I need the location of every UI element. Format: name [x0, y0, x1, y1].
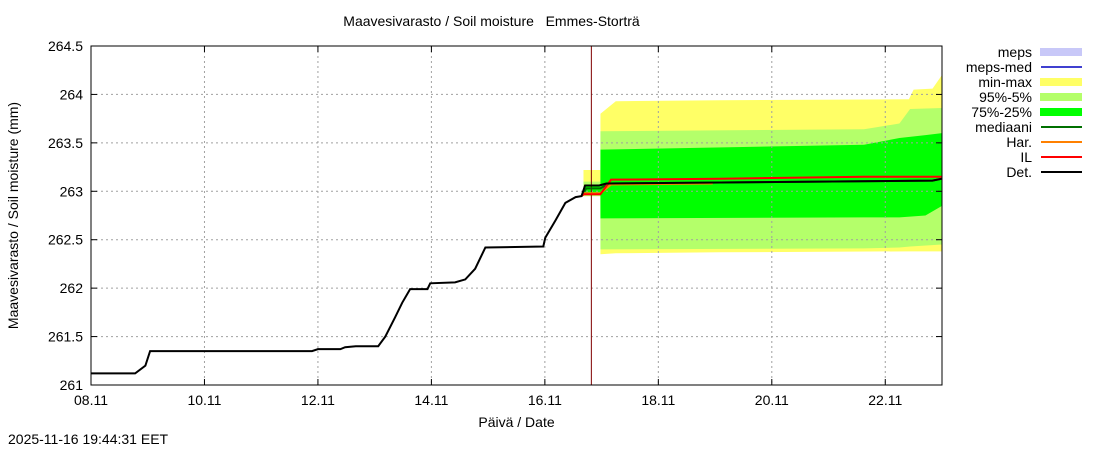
x-tick-label: 12.11: [301, 392, 335, 408]
legend-label: 95%-5%: [979, 89, 1032, 105]
y-tick-label: 262: [60, 280, 84, 296]
y-tick-label: 261: [60, 377, 84, 393]
legend-swatch: [1040, 78, 1082, 86]
legend-label: meps: [998, 44, 1032, 60]
x-tick-label: 16.11: [528, 392, 562, 408]
plot-frame: [90, 45, 943, 386]
y-axis-label: Maavesivarasto / Soil moisture (mm): [5, 102, 21, 329]
x-tick-label: 18.11: [641, 392, 675, 408]
legend-label: meps-med: [966, 59, 1032, 75]
series-il: [580, 175, 942, 197]
y-tick-label: 263: [60, 183, 84, 199]
legend-swatch: [1040, 48, 1082, 56]
series-det: [91, 177, 943, 375]
legend-label: min-max: [978, 74, 1032, 90]
x-tick-label: 08.11: [74, 392, 108, 408]
y-tick-label: 262.5: [48, 232, 83, 248]
legend-label: Har.: [1006, 134, 1032, 150]
legend-swatch: [1040, 108, 1082, 116]
y-tick-label: 261.5: [48, 329, 83, 345]
y-tick-label: 264: [60, 86, 84, 102]
timestamp: 2025-11-16 19:44:31 EET: [8, 431, 169, 447]
y-tick-label: 264.5: [48, 38, 83, 54]
chart-title: Maavesivarasto / Soil moisture Emmes-Sto…: [343, 13, 640, 29]
y-tick-label: 263.5: [48, 135, 83, 151]
x-tick-label: 20.11: [755, 392, 789, 408]
x-axis-label: Päivä / Date: [478, 414, 554, 430]
legend-label: mediaani: [975, 119, 1032, 135]
legend-label: IL: [1020, 149, 1032, 165]
legend-swatch: [1040, 93, 1082, 101]
band-7525: [583, 133, 942, 219]
x-tick-label: 22.11: [868, 392, 902, 408]
x-tick-label: 10.11: [187, 392, 221, 408]
legend-label: 75%-25%: [971, 104, 1032, 120]
x-tick-label: 14.11: [414, 392, 448, 408]
legend-label: Det.: [1006, 164, 1032, 180]
